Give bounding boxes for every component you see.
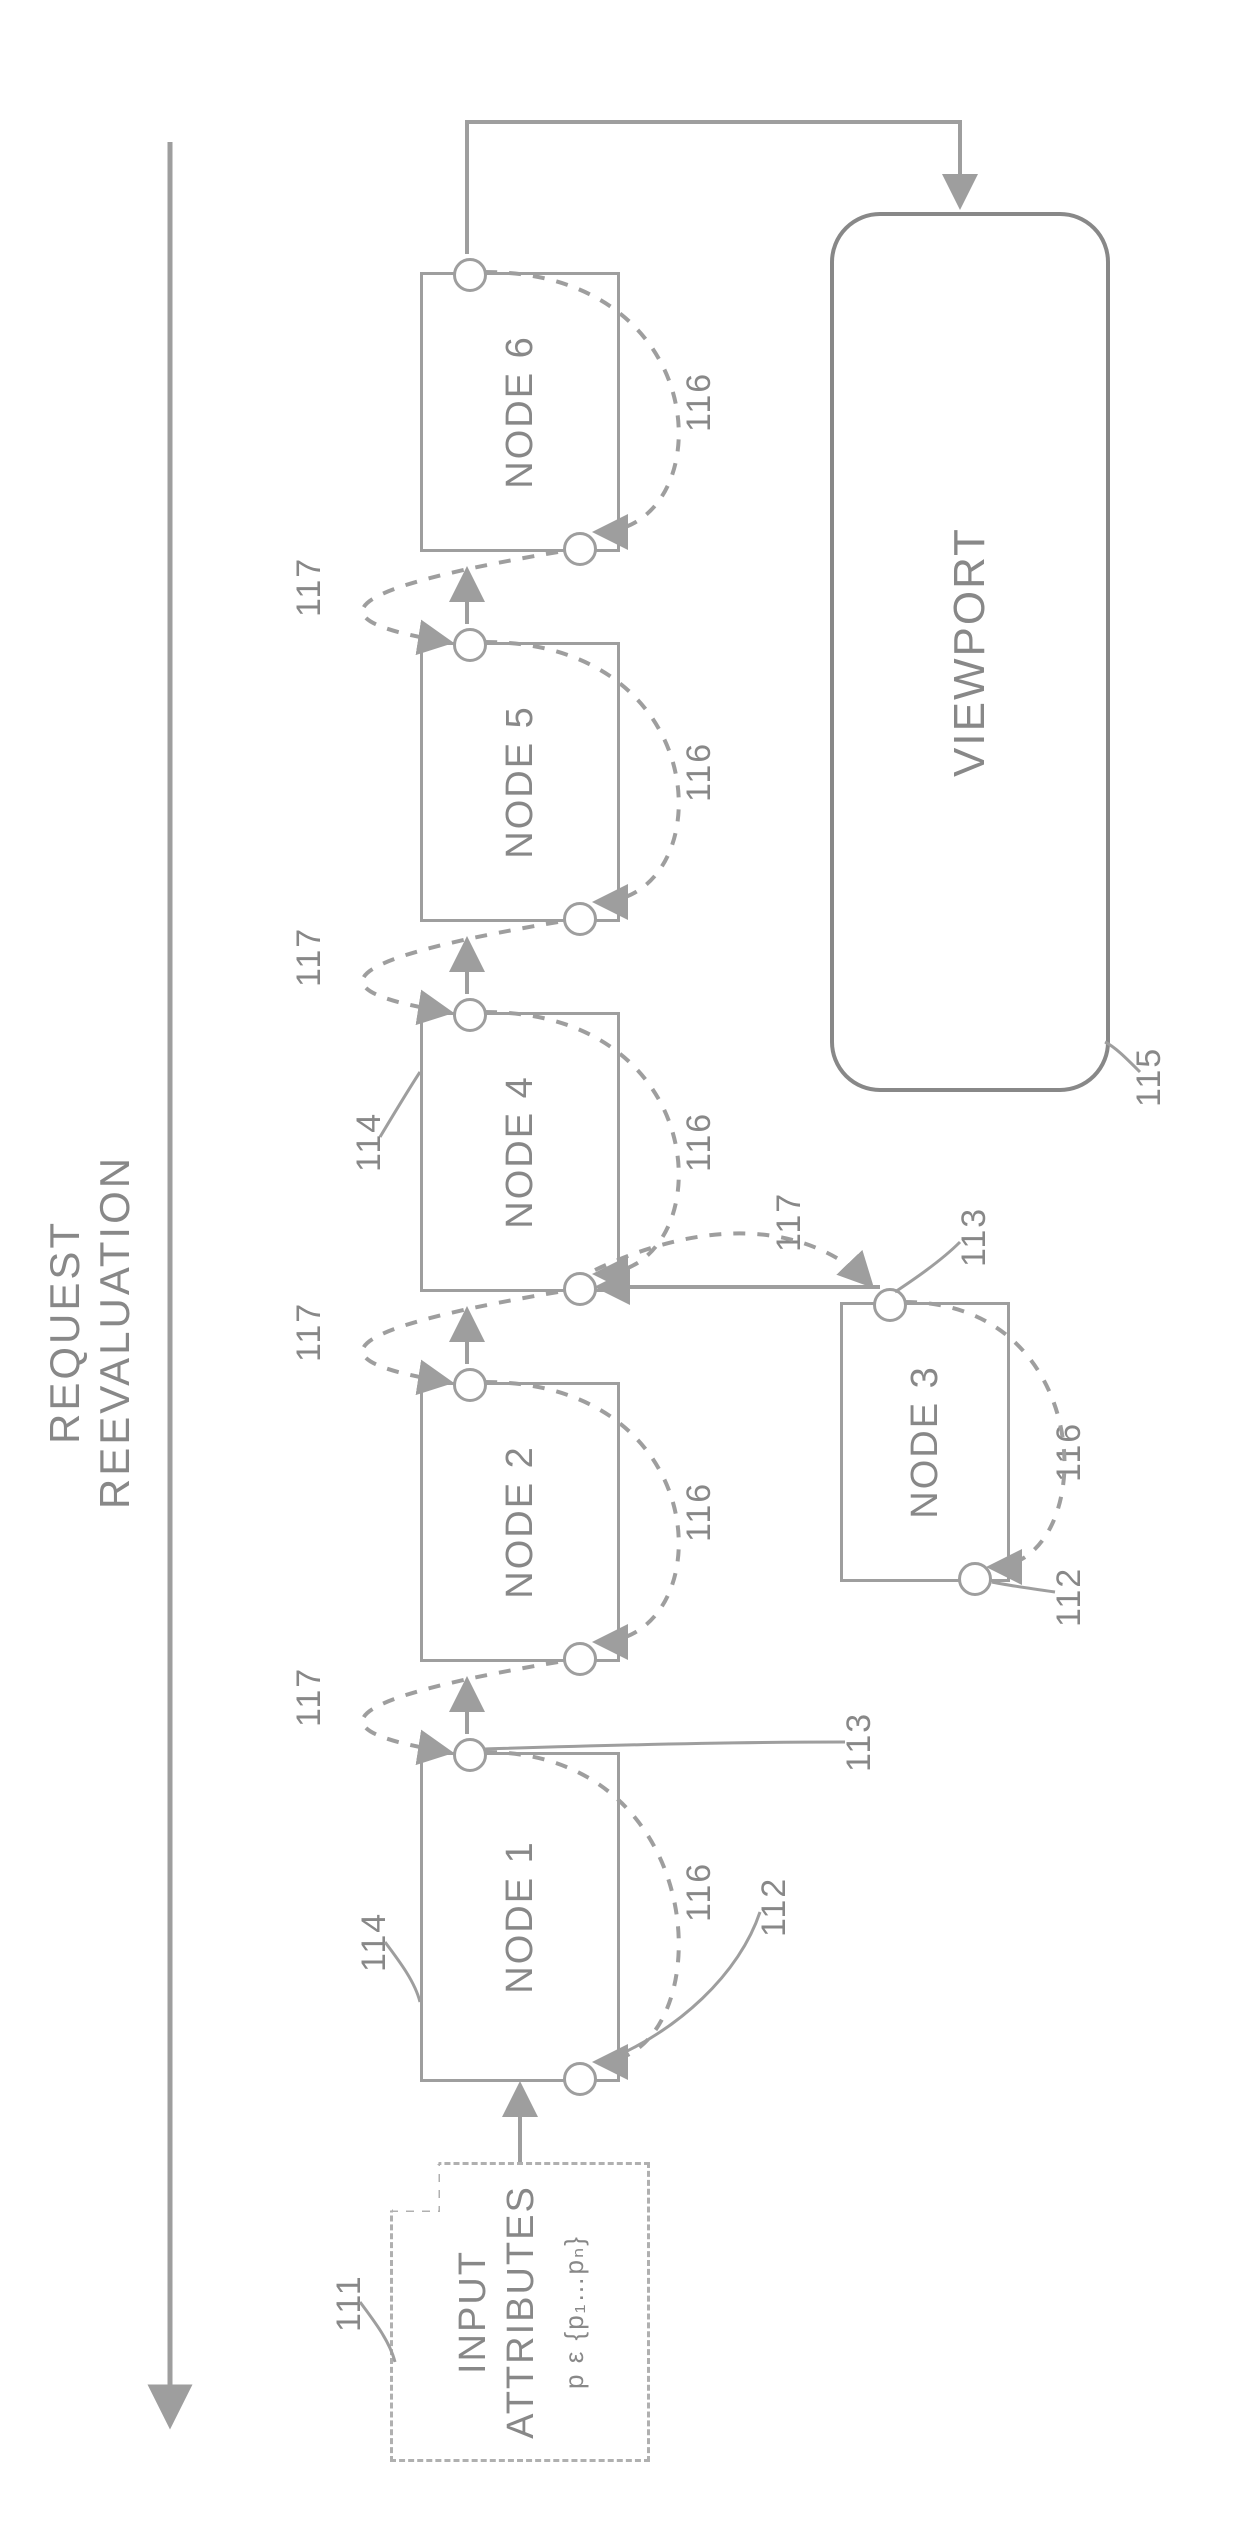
node-1-input-port <box>563 2062 597 2096</box>
node-2-label: NODE 2 <box>499 1445 542 1598</box>
node-6-label: NODE 6 <box>499 335 542 488</box>
node-5-output-port <box>453 628 487 662</box>
ref-label-114b: 114 <box>350 1112 389 1172</box>
diagram-canvas: REQUEST REEVALUATION INPUT ATTRIBUTES p … <box>0 0 1240 2542</box>
ref-label-117a: 117 <box>290 1667 329 1727</box>
node-2-output-port <box>453 1368 487 1402</box>
ref-label-117d: 117 <box>290 927 329 987</box>
node-3-output-port <box>873 1288 907 1322</box>
title-label: REQUEST REEVALUATION <box>40 982 141 1682</box>
node-2: NODE 2 <box>420 1382 620 1662</box>
node-5-input-port <box>563 902 597 936</box>
ref-label-117b: 117 <box>290 1302 329 1362</box>
viewport-box: VIEWPORT <box>830 212 1110 1092</box>
viewport-label: VIEWPORT <box>945 527 995 777</box>
ref-label-117c: 117 <box>770 1192 809 1252</box>
ref-label-116f: 116 <box>680 372 719 432</box>
node-5-label: NODE 5 <box>499 705 542 858</box>
ref-label-113b: 113 <box>955 1207 994 1267</box>
title-line2: REEVALUATION <box>90 982 140 1682</box>
ref-label-113a: 113 <box>840 1712 879 1772</box>
node-6-output-port <box>453 258 487 292</box>
ref-label-115: 115 <box>1130 1047 1169 1107</box>
node-4-input-port <box>563 1272 597 1306</box>
ref-label-116b: 116 <box>680 1482 719 1542</box>
node-3-label: NODE 3 <box>904 1365 947 1518</box>
node-5: NODE 5 <box>420 642 620 922</box>
ref-label-116d: 116 <box>680 1112 719 1172</box>
node-3: NODE 3 <box>840 1302 1010 1582</box>
title-line1: REQUEST <box>40 982 90 1682</box>
node-6: NODE 6 <box>420 272 620 552</box>
node-4: NODE 4 <box>420 1012 620 1292</box>
ref-label-112b: 112 <box>1050 1567 1089 1627</box>
ref-label-114a: 114 <box>355 1912 394 1972</box>
input-attributes-box: INPUT ATTRIBUTES p ε {p₁…pₙ} <box>390 2162 650 2462</box>
note-fold-icon <box>390 2162 440 2212</box>
node-1-label: NODE 1 <box>499 1840 542 1993</box>
ref-label-116e: 116 <box>680 742 719 802</box>
node-6-input-port <box>563 532 597 566</box>
ref-label-112a: 112 <box>755 1877 794 1937</box>
ref-label-116c: 116 <box>1050 1422 1089 1482</box>
input-expr: p ε {p₁…pₙ} <box>559 2235 590 2389</box>
diagram-root: REQUEST REEVALUATION INPUT ATTRIBUTES p … <box>0 0 1240 2542</box>
ref-label-117e: 117 <box>290 557 329 617</box>
node-3-input-port <box>958 1562 992 1596</box>
input-label-line1: INPUT <box>450 2185 498 2439</box>
ref-label-111: 111 <box>330 2274 369 2332</box>
node-2-input-port <box>563 1642 597 1676</box>
node-4-output-port <box>453 998 487 1032</box>
input-label-line2: ATTRIBUTES <box>498 2185 546 2439</box>
node-4-label: NODE 4 <box>499 1075 542 1228</box>
ref-label-116a: 116 <box>680 1862 719 1922</box>
node-1-output-port <box>453 1738 487 1772</box>
node-1: NODE 1 <box>420 1752 620 2082</box>
